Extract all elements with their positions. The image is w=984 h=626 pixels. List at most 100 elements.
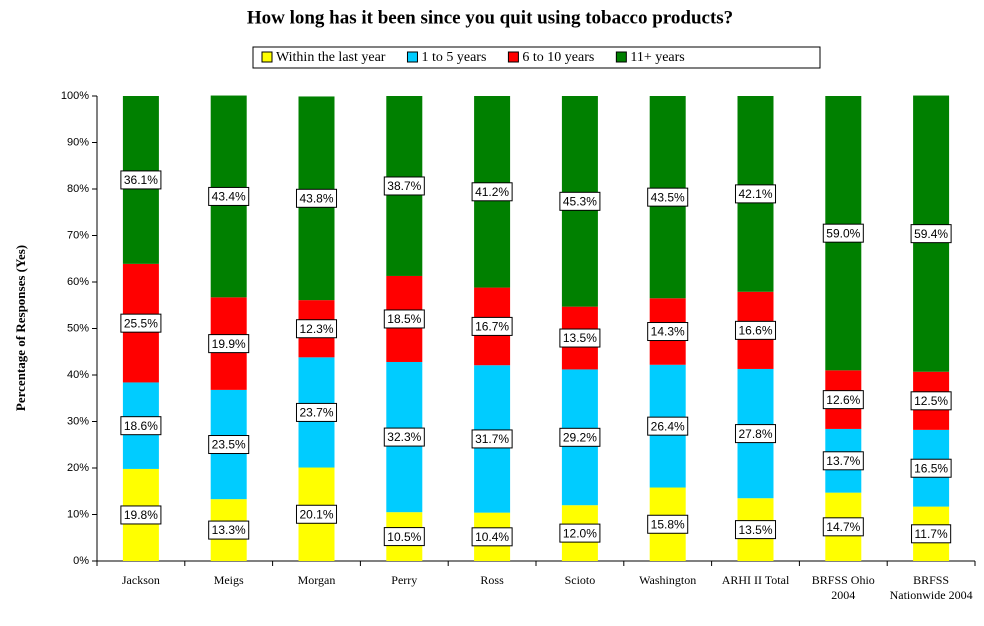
value-label-box <box>208 334 250 354</box>
value-label-box <box>383 427 425 447</box>
value-label-group: 26.4% <box>647 416 689 436</box>
value-label-box <box>559 191 601 211</box>
y-axis-label: Percentage of Responses (Yes) <box>13 245 28 411</box>
value-label-group: 38.7% <box>383 176 425 196</box>
x-tick-label: Morgan <box>298 573 336 587</box>
value-label-group: 18.5% <box>383 309 425 329</box>
value-label-box <box>647 416 689 436</box>
value-label-group: 16.6% <box>734 320 777 340</box>
value-label-group: 43.4% <box>208 186 250 206</box>
value-label-group: 18.6% <box>120 416 162 436</box>
value-label-box <box>910 224 952 244</box>
value-label-box <box>647 514 689 534</box>
legend-label: 6 to 10 years <box>522 50 594 65</box>
value-label-box <box>647 187 689 207</box>
value-label-group: 23.5% <box>208 435 250 455</box>
value-label: 43.4% <box>212 190 246 204</box>
value-label-box <box>295 188 338 208</box>
value-label: 10.5% <box>387 530 421 544</box>
value-label-group: 16.5% <box>910 458 952 478</box>
value-label-box <box>383 309 425 329</box>
x-tick-label: Washington <box>639 573 696 587</box>
value-label-group: 12.5% <box>910 391 952 411</box>
value-label-box <box>734 320 777 340</box>
x-tick-label: Jackson <box>122 573 160 587</box>
value-label: 23.7% <box>299 406 333 420</box>
value-label-group: 45.3% <box>559 191 601 211</box>
legend-label: 1 to 5 years <box>421 50 486 65</box>
value-label-box <box>822 517 864 537</box>
value-label: 12.5% <box>914 394 948 408</box>
value-label-box <box>120 416 162 436</box>
value-label-group: 20.1% <box>295 504 338 524</box>
value-label-group: 11.7% <box>911 524 952 544</box>
legend: Within the last year 1 to 5 years 6 to 10 … <box>252 46 821 69</box>
x-tick-label: BRFSS Nationwide 2004 <box>890 573 973 602</box>
value-label-box <box>734 184 777 204</box>
value-label: 14.3% <box>651 325 685 339</box>
value-label-box <box>734 520 777 540</box>
value-label-box <box>120 505 162 525</box>
value-label-box <box>734 424 777 444</box>
value-label: 12.0% <box>563 526 597 540</box>
x-tick-label: Meigs <box>214 573 244 587</box>
value-label-box <box>559 523 601 543</box>
value-label: 20.1% <box>299 507 333 521</box>
value-label-group: 14.7% <box>822 517 864 537</box>
value-label-group: 59.4% <box>910 224 952 244</box>
value-label-box <box>822 223 864 243</box>
y-tick-label: 100% <box>61 90 89 102</box>
value-label-group: 41.2% <box>471 182 513 202</box>
y-tick-label: 60% <box>67 276 89 288</box>
value-label-group: 16.7% <box>471 316 513 336</box>
value-label-box <box>910 391 952 411</box>
x-tick-label: ARHI II Total <box>722 573 790 587</box>
value-label-group: 12.3% <box>295 319 338 339</box>
value-label: 19.8% <box>124 508 158 522</box>
value-label-box <box>120 170 162 190</box>
value-label-group: 25.5% <box>120 313 162 333</box>
value-label-box <box>471 429 513 449</box>
value-label: 38.7% <box>387 179 421 193</box>
value-label-group: 23.7% <box>295 402 338 422</box>
value-label: 15.8% <box>651 517 685 531</box>
value-label: 23.5% <box>212 438 246 452</box>
y-tick-label: 50% <box>67 322 89 334</box>
y-tick-label: 10% <box>67 508 89 520</box>
value-label-box <box>822 451 864 471</box>
value-label: 41.2% <box>475 185 509 199</box>
value-label-group: 43.5% <box>647 187 689 207</box>
value-label: 16.6% <box>738 324 772 338</box>
value-label: 14.7% <box>826 520 860 534</box>
value-label-group: 32.3% <box>383 427 425 447</box>
value-label-group: 12.0% <box>559 523 601 543</box>
value-label-box <box>910 458 952 478</box>
value-label: 16.7% <box>475 320 509 334</box>
chart-title: How long has it been since you quit usin… <box>247 7 733 28</box>
y-tick-label: 20% <box>67 462 89 474</box>
value-label-box <box>208 435 250 455</box>
value-label: 29.2% <box>563 430 597 444</box>
value-label-box <box>559 328 601 348</box>
legend-swatch <box>261 51 273 63</box>
x-tick-label: Perry <box>391 573 417 587</box>
value-label-group: 10.5% <box>383 527 425 547</box>
value-label: 13.5% <box>738 523 772 537</box>
value-label: 18.6% <box>124 419 158 433</box>
value-label: 59.4% <box>914 227 948 241</box>
value-label-box <box>471 316 513 336</box>
value-label-group: 27.8% <box>734 424 777 444</box>
x-tick-label: Ross <box>480 573 504 587</box>
value-label-box <box>383 527 425 547</box>
value-label-group: 10.4% <box>471 527 513 547</box>
value-label: 25.5% <box>124 316 158 330</box>
y-tick-label: 30% <box>67 415 89 427</box>
value-label: 45.3% <box>563 194 597 208</box>
y-tick-label: 40% <box>67 369 89 381</box>
value-label: 32.3% <box>387 430 421 444</box>
y-tick-label: 0% <box>73 555 89 567</box>
y-tick-label: 80% <box>67 183 89 195</box>
value-label: 16.5% <box>914 461 948 475</box>
x-tick-label: BRFSS Ohio 2004 <box>812 573 875 602</box>
